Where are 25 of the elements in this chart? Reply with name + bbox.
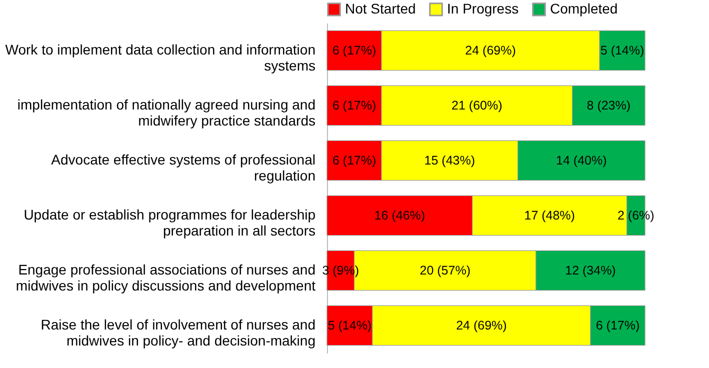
- data-label: 12 (34%): [565, 264, 616, 278]
- data-label: 17 (48%): [524, 208, 575, 222]
- data-label: 14 (40%): [556, 154, 607, 168]
- data-label: 6 (17%): [332, 44, 376, 58]
- data-label: 6 (17%): [332, 98, 376, 112]
- data-label: 16 (46%): [374, 208, 426, 222]
- legend-label: Not Started: [345, 0, 416, 16]
- data-label: 5 (14%): [600, 44, 644, 58]
- data-label: 21 (60%): [452, 98, 502, 112]
- data-label: 24 (69%): [456, 318, 507, 332]
- data-label: 6 (17%): [332, 154, 376, 168]
- data-label: 15 (43%): [424, 154, 476, 168]
- y-tick-label: Engage professional associations of nurses and midwives in policy discussions and development: [16, 262, 316, 294]
- y-tick-label: Advocate effective systems of professional regulation: [51, 152, 316, 184]
- y-tick-label: Work to implement data collection and information systems: [5, 42, 316, 74]
- y-tick-label: implementation of nationally agreed nursing and midwifery practice standards: [17, 96, 316, 128]
- y-tick-label: Update or establish programmes for leadership preparation in all sectors: [24, 206, 316, 238]
- y-tick-label: Raise the level of involvement of nurses and midwives in policy- and decision-making: [40, 316, 316, 348]
- data-label: 24 (69%): [465, 44, 516, 58]
- legend-label: Completed: [550, 0, 618, 16]
- data-label: 6 (17%): [596, 318, 640, 332]
- data-label: 8 (23%): [586, 98, 631, 112]
- data-label: 5 (14%): [328, 318, 372, 332]
- legend-label: In Progress: [447, 0, 519, 16]
- data-label: 20 (57%): [420, 264, 470, 278]
